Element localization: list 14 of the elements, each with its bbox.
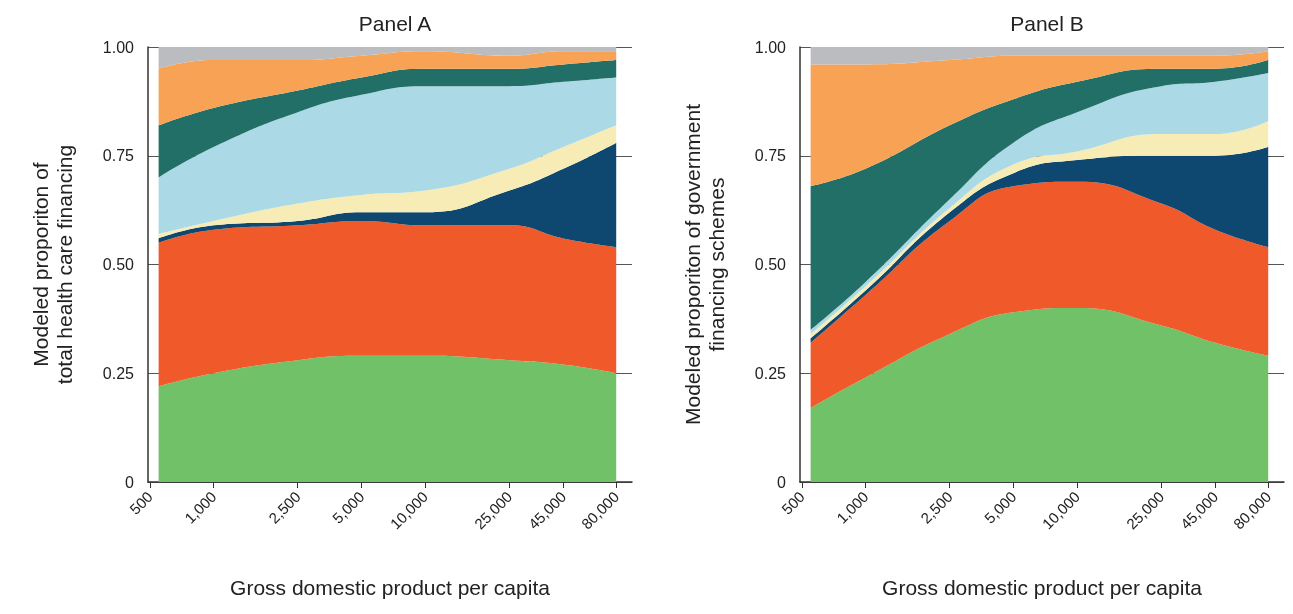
y-axis-title: Modeled proporiton of total health care financing (28, 144, 76, 385)
y-axis-title: Modeled proporiton of government financing schemes (680, 103, 728, 426)
y-tick-label: 0.25 (102, 364, 135, 382)
y-tick-label: 0.75 (102, 147, 135, 165)
x-axis-title: Gross domestic product per capita (882, 576, 1203, 599)
y-tick-label: 0.50 (102, 256, 135, 273)
y-tick-label: 0.75 (754, 147, 787, 165)
y-tick-label: 0.50 (754, 256, 787, 273)
chart-title: Panel A (358, 12, 432, 35)
y-tick-label: 1.00 (102, 38, 135, 56)
y-tick-label: 0.25 (754, 364, 787, 382)
y-tick-label: 1.00 (754, 38, 787, 56)
x-axis-title: Gross domestic product per capita (230, 576, 551, 599)
chart-title: Panel B (1010, 12, 1084, 35)
